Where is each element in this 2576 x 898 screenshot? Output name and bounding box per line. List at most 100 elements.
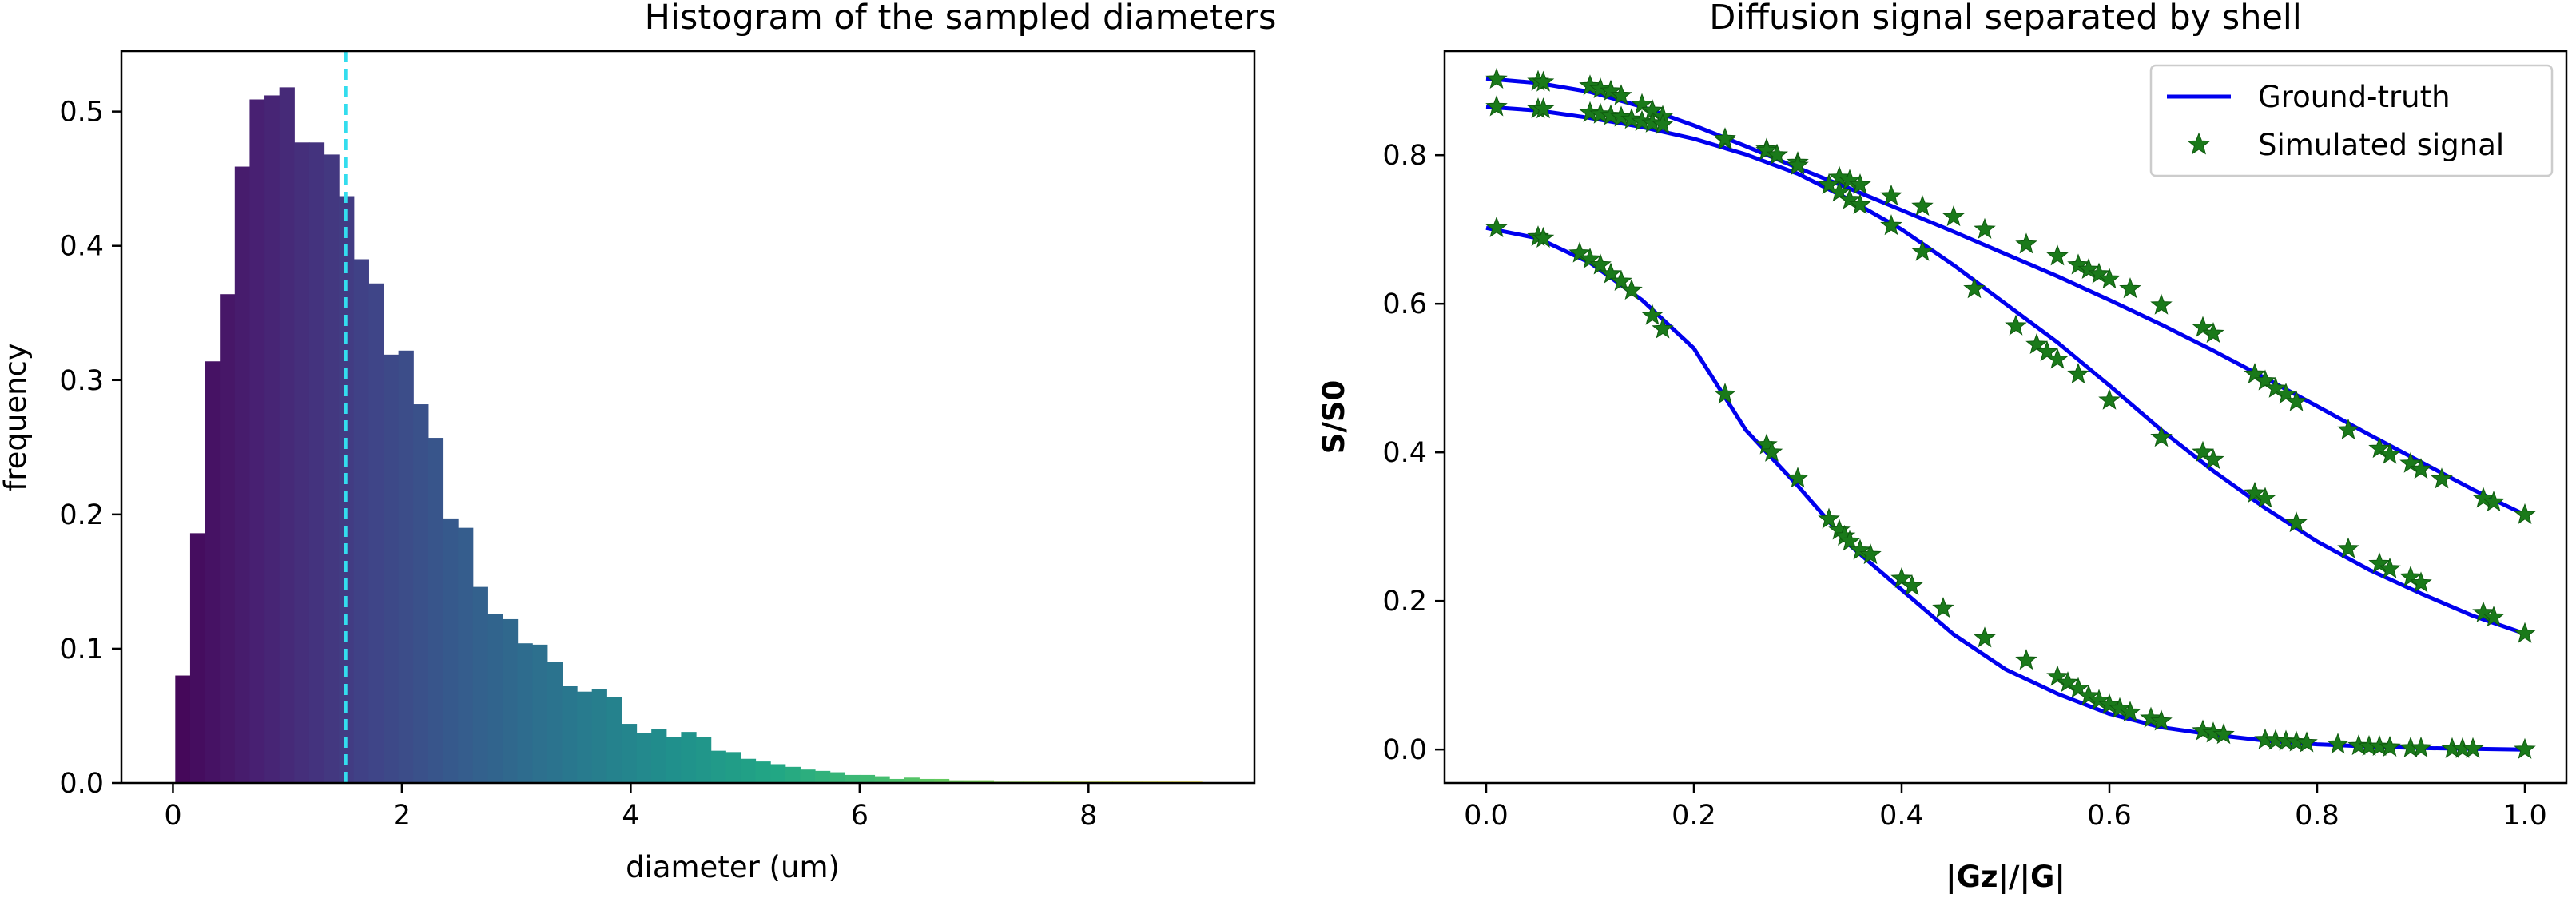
- simulated-signal-point: [2244, 481, 2266, 503]
- histogram-panel: Histogram of the sampled diameters 0 2 4 6 8…: [0, 0, 1276, 884]
- histogram-x-tick-label: 8: [1079, 800, 1097, 832]
- simulated-signal-point: [2202, 721, 2224, 743]
- histogram-bar: [368, 283, 384, 783]
- simulated-signal-point: [2410, 458, 2432, 479]
- histogram-bar: [948, 780, 964, 783]
- simulated-signal-point: [1589, 253, 1612, 275]
- simulated-signal-point: [1880, 214, 1902, 236]
- histogram-bar: [547, 662, 563, 783]
- simulated-signal-point: [2098, 693, 2121, 715]
- histogram-bar: [740, 758, 757, 783]
- simulated-signal-point: [2119, 701, 2141, 722]
- histogram-bar: [814, 770, 831, 783]
- signal-y-tick-label: 0.6: [1382, 288, 1427, 320]
- histogram-bar: [606, 697, 622, 783]
- histogram-bar: [562, 685, 578, 783]
- ground-truth-curve: [1485, 105, 2526, 636]
- simulated-signal-point: [1942, 205, 1965, 227]
- legend-ground-truth-label: Ground-truth: [2258, 80, 2451, 114]
- simulated-signal-point: [1818, 507, 1840, 529]
- simulated-signal-point: [2472, 487, 2495, 508]
- signal-y-tick-label: 0.8: [1382, 140, 1427, 172]
- simulated-signal-point: [2264, 729, 2287, 750]
- histogram-bar: [384, 354, 400, 783]
- histogram-bar: [324, 154, 340, 784]
- simulated-signal-point: [2379, 735, 2401, 757]
- simulated-signal-point: [1760, 440, 1783, 462]
- signal-x-tick-label: 0.4: [1879, 800, 1924, 832]
- histogram-bar: [785, 766, 801, 783]
- simulated-signal-point: [2264, 376, 2287, 398]
- signal-title: Diffusion signal separated by shell: [1709, 0, 2302, 38]
- histogram-bar: [413, 404, 429, 783]
- histogram-bar: [175, 675, 191, 783]
- simulated-signal-point: [1485, 67, 1508, 89]
- simulated-signal-point: [1890, 566, 1913, 588]
- simulated-signal-point: [2067, 363, 2089, 384]
- simulated-signal-point: [1849, 173, 1871, 195]
- histogram-x-tick-label: 0: [164, 800, 181, 832]
- simulated-signal-point: [1911, 194, 1934, 217]
- simulated-signal-point: [2015, 232, 2037, 254]
- histogram-bars: [175, 87, 1203, 784]
- signal-x-tick-label: 0.2: [1672, 800, 1716, 832]
- simulated-signal-point: [1600, 104, 1622, 125]
- histogram-y-axis-label: frequency: [0, 343, 33, 491]
- simulated-signal-point: [1787, 153, 1809, 175]
- histogram-bar: [487, 614, 503, 783]
- simulated-signal-point: [2379, 443, 2401, 464]
- simulated-signal-point: [2472, 601, 2495, 622]
- histogram-bar: [800, 769, 816, 783]
- simulated-signal-point: [2285, 390, 2308, 411]
- histogram-bar: [978, 780, 995, 783]
- simulated-signal-point: [1641, 304, 1664, 325]
- signal-y-tick-label: 0.2: [1382, 586, 1427, 618]
- simulated-signal-points: [1485, 67, 2536, 759]
- simulated-signal-point: [2368, 734, 2391, 757]
- simulated-signal-point: [2150, 709, 2173, 731]
- simulated-signal-point: [1485, 95, 1508, 117]
- signal-x-tick-label: 0.0: [1464, 800, 1509, 832]
- signal-y-axis-label: S/S0: [1317, 380, 1351, 455]
- histogram-y-tick-label: 0.5: [59, 97, 104, 129]
- histogram-bar: [859, 774, 876, 783]
- simulated-signal-point: [1974, 217, 1996, 239]
- simulated-signal-point: [2119, 277, 2141, 299]
- simulated-signal-point: [2077, 257, 2100, 280]
- simulated-signal-point: [1963, 277, 1986, 299]
- histogram-bar: [234, 166, 251, 784]
- histogram-bar: [770, 764, 786, 783]
- simulated-signal-point: [2368, 552, 2391, 574]
- simulated-signal-point: [2244, 363, 2266, 384]
- simulated-signal-point: [2254, 369, 2276, 391]
- simulated-signal-point: [2046, 348, 2069, 369]
- histogram-bar: [427, 438, 444, 783]
- histogram-bar: [220, 294, 236, 783]
- simulated-signal-point: [1818, 173, 1840, 195]
- histogram-bar: [933, 778, 950, 783]
- histogram-y-tick-label: 0.2: [59, 499, 104, 531]
- histogram-axes-frame: [120, 50, 1256, 785]
- histogram-x-tick-label: 4: [622, 800, 639, 832]
- signal-x-tick-label: 1.0: [2502, 800, 2547, 832]
- simulated-signal-point: [2275, 729, 2297, 751]
- simulated-signal-point: [2514, 737, 2536, 759]
- histogram-bar: [621, 724, 638, 783]
- simulated-signal-point: [1631, 93, 1653, 114]
- simulated-signal-point: [2098, 388, 2121, 410]
- simulated-signal-point: [1652, 317, 1674, 339]
- simulated-signal-point: [2067, 253, 2089, 275]
- signal-y-ticks: 0.0 0.2 0.4 0.6 0.8: [1382, 140, 1445, 766]
- simulated-signal-point: [2025, 332, 2048, 354]
- simulated-signal-point: [2410, 736, 2432, 757]
- simulated-signal-point: [1974, 626, 1996, 648]
- simulated-signal-point: [2337, 418, 2359, 439]
- simulated-signal-point: [2088, 262, 2110, 284]
- legend-box: [2149, 64, 2554, 177]
- simulated-signal-point: [2368, 437, 2391, 459]
- histogram-y-ticks: 0.0 0.1 0.2 0.3 0.4 0.5: [59, 97, 121, 800]
- simulated-signal-point: [2140, 706, 2162, 728]
- simulated-signal-point: [1620, 278, 1643, 300]
- simulated-signal-point: [1579, 247, 1601, 269]
